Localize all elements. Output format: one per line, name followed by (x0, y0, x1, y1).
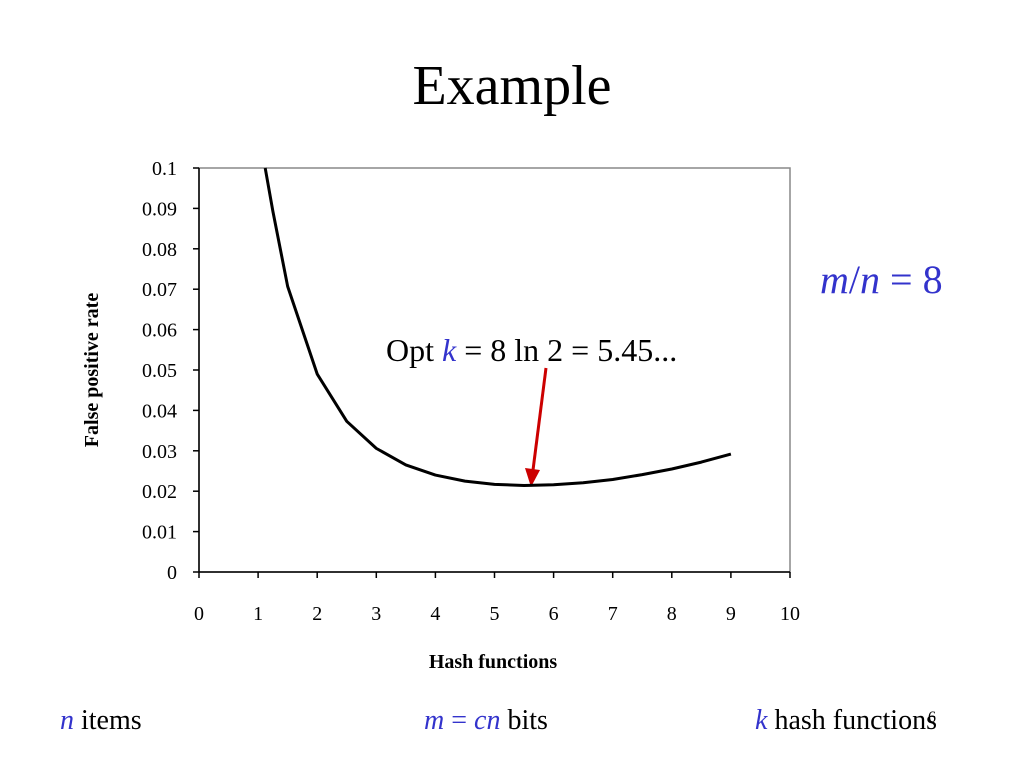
footer-text: items (74, 705, 142, 736)
ratio-text: = 8 (880, 257, 943, 302)
y-tick-label: 0.06 (142, 320, 177, 342)
y-tick-label: 0 (167, 562, 177, 584)
annotation-text: = 8 ln 2 = 5.45... (456, 332, 677, 368)
arrow-head (525, 468, 540, 487)
y-tick-label: 0.01 (142, 522, 177, 544)
footer-text: = (444, 705, 474, 736)
ratio-text: n (860, 257, 880, 302)
y-tick-label: 0.08 (142, 239, 177, 261)
x-tick-label: 8 (667, 603, 677, 625)
plot-frame (198, 167, 791, 573)
x-tick-label: 5 (490, 603, 500, 625)
y-tick-label: 0.05 (142, 360, 177, 382)
x-tick-label: 10 (780, 603, 800, 625)
x-tick-label: 3 (371, 603, 381, 625)
footer-text: m (424, 705, 444, 736)
annotation-text: k (442, 332, 457, 368)
x-tick-label: 9 (726, 603, 736, 625)
y-tick-label: 0.1 (152, 158, 177, 180)
footer-text: bits (500, 705, 547, 736)
x-tick-label: 4 (430, 603, 440, 625)
x-tick-label: 7 (608, 603, 618, 625)
y-tick-label: 0.03 (142, 441, 177, 463)
ratio-text: / (849, 257, 861, 302)
footer-text: k (755, 705, 768, 736)
x-tick-label: 2 (312, 603, 322, 625)
y-tick-label: 0.02 (142, 481, 177, 503)
arrow-shaft (531, 367, 548, 471)
footer-text: hash functions (767, 705, 937, 736)
x-axis-label: Hash functions (429, 651, 558, 673)
annotation-text: Opt (386, 332, 442, 368)
slide-title: Example (412, 55, 611, 117)
x-tick-label: 1 (253, 603, 263, 625)
line (263, 167, 732, 488)
footer-text: n (60, 705, 74, 736)
footer-center: m = cn bits (424, 705, 548, 736)
ratio: m/n = 8 (820, 257, 943, 302)
footer-left: n items (60, 705, 142, 736)
ratio-text: m (820, 257, 849, 302)
x-tick-label: 6 (549, 603, 559, 625)
y-tick-label: 0.04 (142, 400, 177, 422)
x-tick-label: 0 (194, 603, 204, 625)
footer-text: cn (474, 705, 500, 736)
y-axis-label: False positive rate (81, 293, 103, 448)
page-number: 6 (928, 709, 936, 726)
y-tick-label: 0.07 (142, 279, 177, 301)
annotation: Opt k = 8 ln 2 = 5.45... (386, 332, 677, 368)
footer-right: k hash functions (755, 705, 937, 736)
y-tick-label: 0.09 (142, 198, 177, 220)
